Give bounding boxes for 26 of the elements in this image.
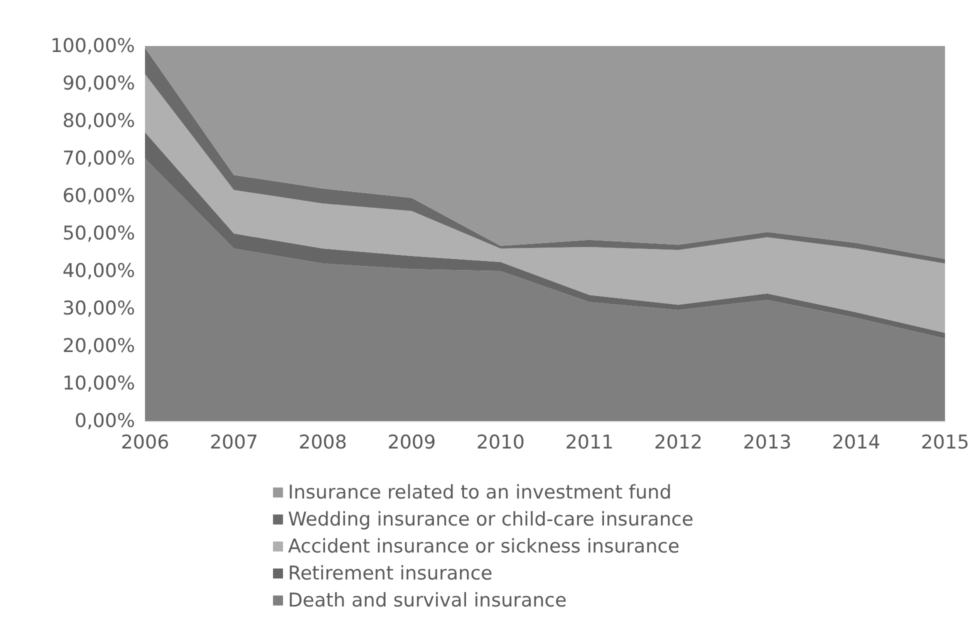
y-tick-label: 70,00%	[62, 148, 135, 170]
x-tick-label: 2013	[743, 432, 792, 454]
y-tick-label: 20,00%	[62, 335, 135, 357]
y-tick-label: 40,00%	[62, 260, 135, 282]
legend-label: Wedding insurance or child-care insurance	[288, 508, 694, 530]
x-tick-label: 2011	[565, 432, 614, 454]
y-tick-label: 10,00%	[62, 372, 135, 394]
x-tick-label: 2015	[920, 432, 970, 454]
legend-label: Accident insurance or sickness insurance	[288, 536, 680, 558]
y-tick-label: 90,00%	[62, 72, 135, 94]
x-tick-label: 2010	[476, 432, 525, 454]
y-tick-label: 80,00%	[62, 110, 135, 132]
legend-label: Retirement insurance	[288, 562, 492, 584]
x-tick-label: 2012	[654, 432, 703, 454]
x-tick-label: 2008	[298, 432, 347, 454]
y-tick-label: 0,00%	[74, 410, 135, 432]
y-tick-label: 50,00%	[62, 222, 135, 244]
y-tick-label: 60,00%	[62, 185, 135, 207]
y-tick-label: 30,00%	[62, 298, 135, 320]
x-tick-label: 2014	[832, 432, 880, 454]
x-tick-label: 2006	[120, 432, 170, 454]
legend-label: Death and survival insurance	[288, 590, 567, 612]
x-tick-label: 2009	[387, 432, 436, 454]
x-tick-label: 2007	[210, 432, 258, 454]
legend-label: Insurance related to an investment fund	[288, 482, 672, 504]
y-tick-label: 100,00%	[50, 35, 135, 57]
